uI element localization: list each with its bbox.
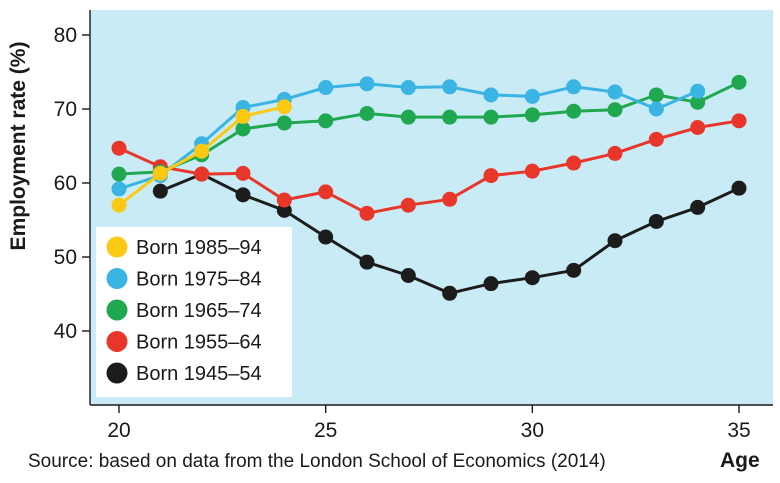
legend-item: Born 1975–84 (106, 268, 262, 291)
data-point (731, 113, 747, 129)
data-point (318, 80, 334, 96)
data-point (276, 99, 292, 115)
legend-label: Born 1955–64 (136, 332, 262, 354)
series-line (118, 81, 740, 176)
data-point (359, 105, 375, 121)
y-axis-title: Employment rate (%) (7, 42, 30, 251)
y-tick-label: 80 (54, 24, 77, 47)
data-point (152, 183, 168, 199)
data-point (483, 87, 499, 103)
data-point (566, 103, 582, 119)
data-point (235, 121, 251, 137)
data-point (442, 79, 458, 95)
legend-box (96, 227, 292, 397)
legend-item: Born 1985–94 (106, 236, 262, 259)
data-point (524, 88, 540, 104)
y-tick-label: 50 (54, 246, 77, 269)
data-point (731, 180, 747, 196)
data-point (731, 74, 747, 90)
x-tick-label: 30 (521, 419, 544, 442)
legend-item: Born 1945–54 (106, 362, 262, 385)
series-line (118, 119, 740, 215)
data-point (607, 145, 623, 161)
axes: 40 50 60 70 80 20 25 30 35 (54, 10, 773, 442)
legend-item: Born 1955–64 (106, 331, 262, 354)
x-tick-label: 20 (107, 419, 130, 442)
data-point (648, 87, 664, 103)
data-point (566, 155, 582, 171)
data-point (400, 197, 416, 213)
data-point (400, 80, 416, 96)
data-point (690, 83, 706, 99)
source-note: Source: based on data from the London Sc… (28, 451, 606, 472)
data-point (276, 202, 292, 218)
x-tick-label: 25 (314, 419, 337, 442)
data-point (648, 213, 664, 229)
data-point (111, 140, 127, 156)
data-point (194, 166, 210, 182)
series-layer (111, 74, 747, 301)
data-point (524, 270, 540, 286)
data-point (442, 285, 458, 301)
data-point (566, 262, 582, 278)
series-1985-94 (111, 99, 292, 213)
legend-marker (106, 236, 128, 258)
data-point (400, 109, 416, 125)
data-point (524, 107, 540, 123)
data-point (690, 120, 706, 135)
data-point (566, 79, 582, 95)
y-tick-label: 40 (54, 320, 77, 343)
legend-label: Born 1985–94 (136, 237, 262, 259)
y-tick-label: 70 (54, 98, 77, 121)
data-point (359, 205, 375, 221)
legend-marker (106, 331, 128, 352)
data-point (111, 181, 127, 197)
data-point (111, 166, 127, 182)
data-point (276, 192, 292, 208)
data-point (235, 108, 251, 124)
y-tick-label: 60 (54, 172, 77, 195)
legend-label: Born 1945–54 (136, 363, 262, 385)
legend-label: Born 1975–84 (136, 269, 262, 291)
data-point (607, 102, 623, 118)
data-point (152, 165, 168, 181)
data-point (690, 199, 706, 215)
legend-label: Born 1965–74 (136, 300, 262, 322)
legend-marker (106, 362, 128, 384)
data-point (400, 268, 416, 283)
data-point (607, 84, 623, 100)
legend-item: Born 1965–74 (106, 299, 262, 322)
data-point (318, 229, 334, 245)
data-point (111, 197, 127, 213)
legend: Born 1985–94 Born 1975–84 Born 1965–74 Born… (96, 227, 292, 397)
data-point (318, 113, 334, 129)
x-tick-label: 35 (727, 419, 750, 442)
data-point (194, 143, 210, 159)
data-point (483, 109, 499, 125)
series-1955-64 (111, 113, 747, 221)
data-point (524, 163, 540, 179)
data-point (235, 165, 251, 181)
data-point (442, 109, 458, 125)
data-point (359, 254, 375, 270)
data-point (690, 94, 706, 110)
data-point (483, 168, 499, 184)
legend-marker (106, 268, 128, 289)
data-point (235, 187, 251, 203)
data-point (483, 276, 499, 292)
data-point (648, 101, 664, 117)
data-point (318, 184, 334, 200)
x-axis-title: Age (720, 449, 760, 472)
data-point (276, 115, 292, 131)
legend-marker (106, 299, 128, 321)
series-1945-54 (152, 166, 747, 301)
data-point (648, 131, 664, 147)
data-point (359, 76, 375, 92)
data-point (607, 233, 623, 249)
data-point (442, 191, 458, 207)
